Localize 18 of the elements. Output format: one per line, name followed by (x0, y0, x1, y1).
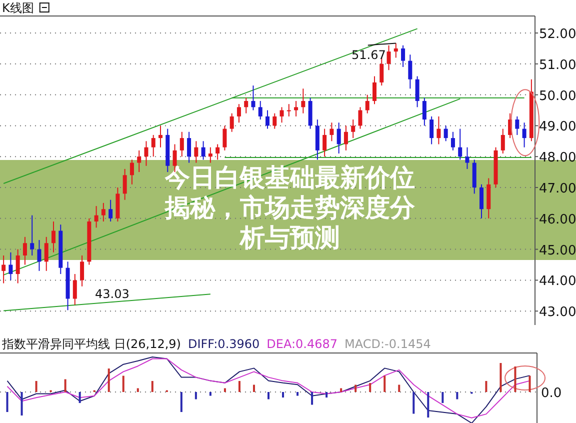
text: 0.0 (541, 386, 562, 401)
y-tick-label: 50.00 (539, 88, 576, 104)
chart-subtitle: K线图 (2, 1, 34, 15)
y-tick-label: 47.00 (539, 181, 576, 196)
text: MACD:-0.1454 (344, 337, 431, 351)
y-tick-label: 45.00 (539, 243, 576, 258)
y-tick-label: 49.00 (539, 120, 576, 135)
y-tick-label: 46.00 (539, 212, 576, 228)
chart-title: 指数平滑异同平均线 日(26,12,9) (1, 337, 181, 351)
series-label: DIFF:0.3960 (188, 337, 260, 351)
annotation: 43.03 (95, 287, 130, 301)
y-tick-label: 44.00 (539, 274, 576, 290)
series-label: DEA:0.4687 (266, 337, 338, 351)
y-tick-label: 51.00 (539, 58, 576, 73)
y-tick-label: 52.00 (539, 26, 576, 42)
annotation: 51.67 (352, 42, 396, 62)
y-tick-label: 43.00 (539, 305, 576, 320)
annotation: 51.67 (352, 48, 386, 62)
